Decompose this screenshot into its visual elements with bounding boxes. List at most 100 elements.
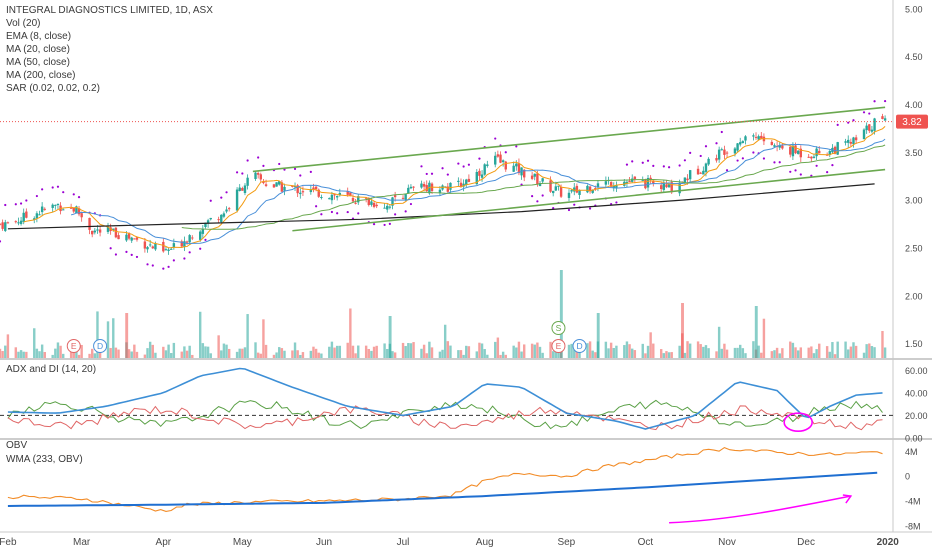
sar-dot: [531, 195, 534, 198]
sar-dot: [847, 121, 850, 124]
sar-dot: [789, 170, 792, 173]
sar-dot: [283, 168, 286, 171]
sar-dot: [320, 213, 323, 216]
adx-tick-label: 40.00: [905, 388, 928, 398]
volume-bar: [391, 351, 394, 358]
volume-bar: [425, 353, 428, 358]
sar-dot: [4, 203, 7, 207]
candle-body: [299, 192, 302, 195]
candle-body: [530, 175, 534, 179]
sar-dot: [646, 159, 650, 162]
candle-body: [554, 186, 558, 191]
volume-bar: [607, 348, 610, 358]
volume-bar: [549, 341, 552, 358]
volume-bar: [96, 311, 99, 358]
candle-body: [349, 192, 352, 196]
volume-bar: [757, 345, 760, 358]
candle-body: [586, 185, 589, 193]
volume-bar: [609, 342, 613, 358]
candle-body: [594, 188, 597, 190]
volume-bar: [520, 351, 523, 358]
volume-bar: [681, 303, 684, 358]
channel-upper-line: [252, 106, 886, 173]
candle-body: [420, 183, 423, 188]
volume-bar: [375, 345, 378, 358]
volume-bar: [873, 347, 876, 358]
time-tick-label: Dec: [797, 537, 815, 548]
candle-body: [151, 246, 154, 249]
candle-body: [40, 206, 44, 213]
candle-body: [393, 195, 397, 198]
volume-bar: [90, 348, 94, 358]
candle-body: [217, 219, 220, 221]
sar-dot: [172, 259, 175, 262]
candle-body: [220, 214, 223, 222]
volume-bar: [646, 345, 650, 358]
candle-body: [723, 149, 726, 155]
candle-body: [662, 183, 666, 190]
volume-bar: [72, 351, 75, 358]
candle-body: [125, 234, 128, 241]
candle-body: [641, 179, 644, 181]
volume-bar: [815, 349, 818, 358]
adx-pane: [0, 367, 893, 433]
candle-body: [557, 185, 560, 187]
time-axis: Feb Mar Apr May Jun Jul Aug Sep Oct Nov Dec 2020: [0, 537, 899, 548]
volume-bar: [17, 351, 20, 358]
volume-bar: [810, 346, 813, 358]
sar-dot: [25, 199, 28, 202]
sar-dot: [14, 203, 17, 206]
volume-bar: [170, 353, 173, 358]
volume-bar: [641, 343, 644, 358]
price-pane: E DSE D: [0, 99, 893, 358]
candle-body: [209, 217, 212, 220]
volume-bar: [241, 348, 244, 358]
volume-bar: [723, 343, 726, 358]
volume-bar: [117, 349, 120, 358]
candle-body: [696, 168, 700, 175]
price-tick-label: 2.50: [905, 243, 923, 253]
candle-body: [227, 208, 231, 210]
volume-bar: [849, 346, 853, 358]
volume-bar: [852, 342, 855, 358]
candle-body: [14, 221, 18, 223]
adx-tick-label: 0.00: [905, 434, 923, 444]
volume-bar: [333, 347, 336, 358]
volume-bar: [833, 354, 837, 358]
legend-ma50: MA (50, close): [6, 57, 70, 68]
candle-body: [836, 142, 839, 155]
volume-bar: [296, 350, 299, 358]
sar-dot: [199, 247, 202, 250]
sar-dot: [552, 206, 555, 210]
sar-dot: [372, 223, 376, 226]
candle-body: [483, 164, 486, 175]
candle-body: [596, 183, 600, 188]
volume-bar: [185, 350, 189, 358]
event-marker: [66, 339, 81, 353]
sar-dot: [715, 142, 718, 145]
volume-bar: [678, 345, 681, 358]
candle-body: [494, 155, 497, 165]
sar-dot: [162, 267, 165, 270]
volume-bar: [523, 344, 526, 358]
candle-body: [33, 218, 36, 220]
sar-dot: [420, 165, 423, 168]
volume-bar: [715, 351, 718, 358]
volume-bar: [720, 348, 723, 358]
candle-body: [512, 165, 515, 172]
volume-bar: [222, 343, 226, 358]
adx-tick-label: 60.00: [905, 366, 928, 376]
moving-average-line: [70, 138, 886, 245]
volume-bar: [631, 348, 634, 358]
candle-body: [143, 241, 147, 249]
sar-dot: [257, 156, 260, 159]
candle-body: [278, 181, 281, 185]
candle-body: [201, 229, 205, 234]
time-tick-label: Feb: [0, 537, 17, 548]
candle-body: [810, 156, 813, 159]
candle-body: [578, 190, 581, 195]
volume-bar: [314, 348, 318, 358]
adx-tick-label: 20.00: [905, 411, 928, 421]
volume-bar: [259, 353, 262, 358]
candle-body: [536, 173, 539, 185]
